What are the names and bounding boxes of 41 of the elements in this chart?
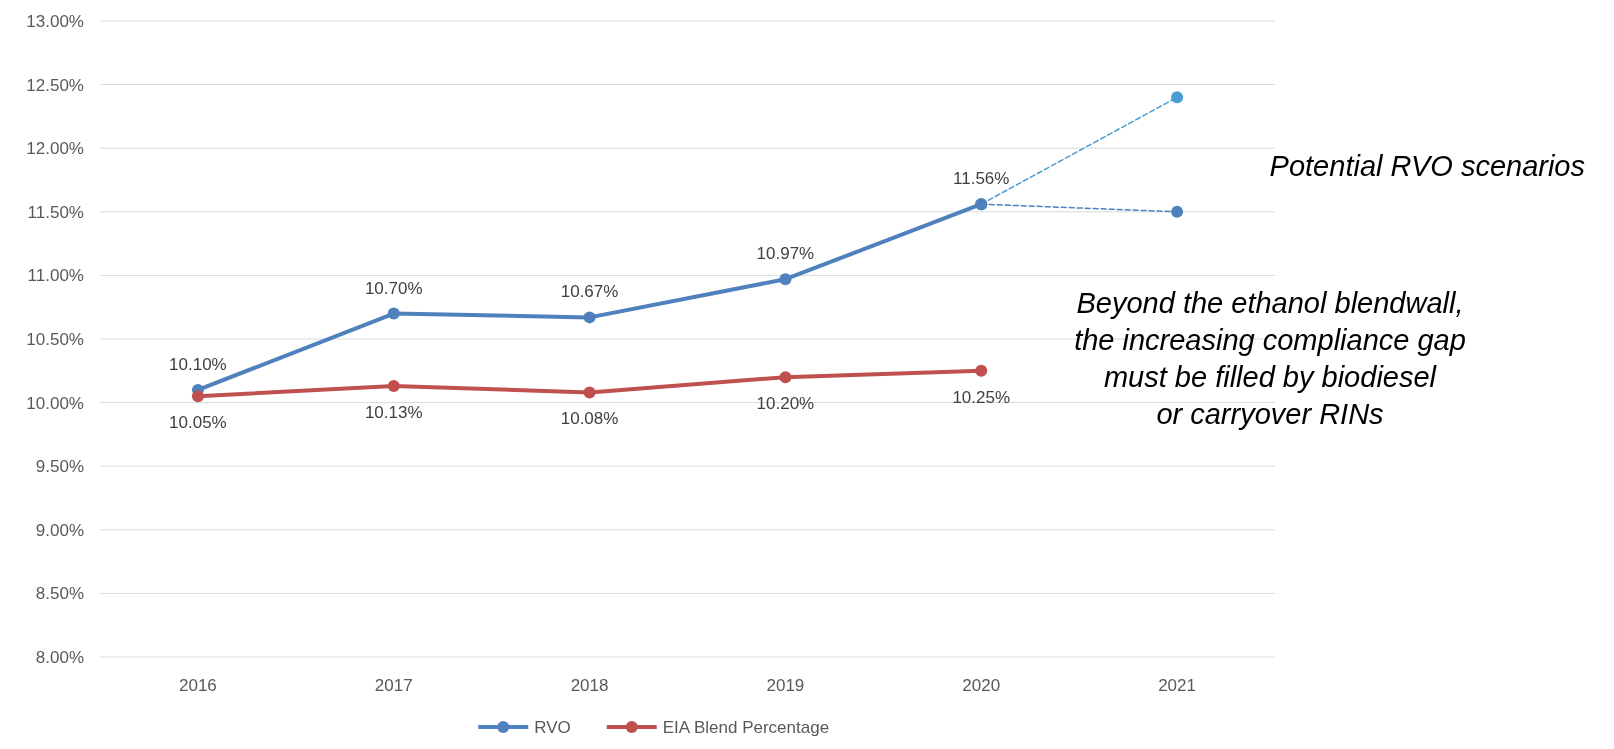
data-label: 10.13% [364,403,423,423]
point [1171,91,1184,104]
y-tick-label: 11.00% [27,266,84,286]
x-tick-label: 2017 [374,676,413,695]
y-tick-label: 8.50% [35,584,84,604]
point [1171,205,1184,218]
data-label: 10.08% [560,409,619,429]
point [583,311,596,324]
point [191,390,204,403]
point [975,364,988,377]
y-tick-label: 9.50% [35,457,84,477]
data-label: 10.67% [560,282,619,302]
annotation: Beyond the ethanol blendwall, the increasing compliance gap must be filled by biodiesel or carryover RINs [1074,287,1466,430]
data-label: 10.20% [756,394,815,414]
data-label: 10.97% [756,244,815,264]
point [387,380,400,393]
data-label: 10.70% [364,278,423,298]
y-tick-label: 12.00% [26,139,84,159]
point [387,307,400,320]
data-label: 10.25% [952,387,1011,407]
legend-label: EIA Blend Percentage [662,718,830,737]
point [583,386,596,399]
point [779,273,792,286]
x-tick-label: 2020 [962,676,1001,695]
data-label: 10.10% [169,354,227,374]
annotation: Potential RVO scenarios [1269,150,1585,182]
y-tick-label: 10.50% [26,330,84,349]
data-label: 11.56% [953,169,1010,189]
legend-label: RVO [534,718,571,737]
x-tick-label: 2019 [766,676,805,695]
y-tick-label: 8.00% [35,648,84,667]
y-tick-label: 10.00% [26,393,84,413]
x-tick-label: 2018 [570,676,609,695]
y-tick-label: 9.00% [35,520,84,540]
point [779,371,792,384]
y-tick-label: 12.50% [26,75,84,95]
y-tick-label: 13.00% [26,12,84,31]
x-tick-label: 2016 [179,676,217,695]
y-tick-label: 11.50% [27,202,84,222]
x-tick-label: 2021 [1158,676,1196,695]
data-label: 10.05% [169,413,227,433]
